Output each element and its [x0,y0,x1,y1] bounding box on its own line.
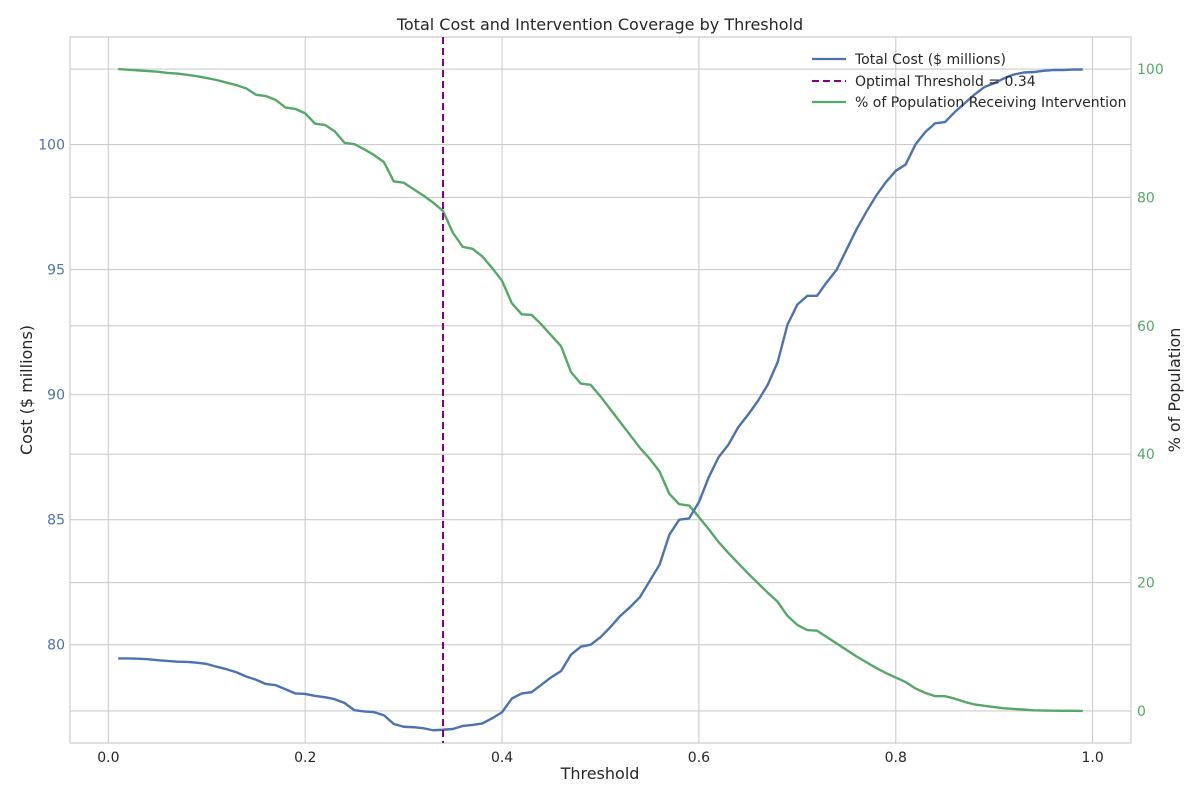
y-left-axis-title: Cost ($ millions) [17,325,36,455]
y-left-tick-label: 80 [47,638,65,654]
grid-x [107,37,1094,743]
y-left-tick-label: 95 [47,263,65,279]
y-right-axis-title: % of Population [1165,328,1184,453]
plot-area [69,36,1132,744]
x-tick-label: 0.0 [97,750,119,766]
y-right-tick-label: 20 [1137,576,1155,592]
x-tick-labels: 0.0 0.2 0.4 0.6 0.8 1.0 [97,750,1103,766]
legend-label-total-cost: Total Cost ($ millions) [854,52,1006,68]
y-right-tick-labels: 0 20 40 60 80 100 [1137,62,1164,720]
y-right-tick-label: 40 [1137,447,1155,463]
series-line-population [118,67,1083,713]
legend: Total Cost ($ millions) Optimal Threshol… [812,52,1126,111]
series-line-total-cost [118,68,1083,732]
y-left-tick-labels: 80 85 90 95 100 [38,138,65,654]
y-left-tick-label: 85 [47,513,65,529]
y-right-tick-label: 0 [1137,704,1146,720]
x-tick-label: 0.2 [294,750,316,766]
y-right-tick-label: 80 [1137,190,1155,206]
x-tick-label: 1.0 [1081,750,1103,766]
x-tick-label: 0.8 [885,750,907,766]
y-left-tick-label: 100 [38,138,65,154]
legend-label-optimal-threshold: Optimal Threshold = 0.34 [855,74,1036,90]
legend-label-population: % of Population Receiving Intervention [855,95,1126,111]
y-right-tick-label: 100 [1137,62,1164,78]
chart-title: Total Cost and Intervention Coverage by … [396,15,803,34]
y-right-tick-label: 60 [1137,319,1155,335]
x-tick-label: 0.6 [688,750,710,766]
x-axis-title: Threshold [560,764,640,783]
y-left-tick-label: 90 [47,388,65,404]
grid-y-right [70,68,1131,712]
x-tick-label: 0.4 [491,750,513,766]
series-layer [118,37,1083,743]
